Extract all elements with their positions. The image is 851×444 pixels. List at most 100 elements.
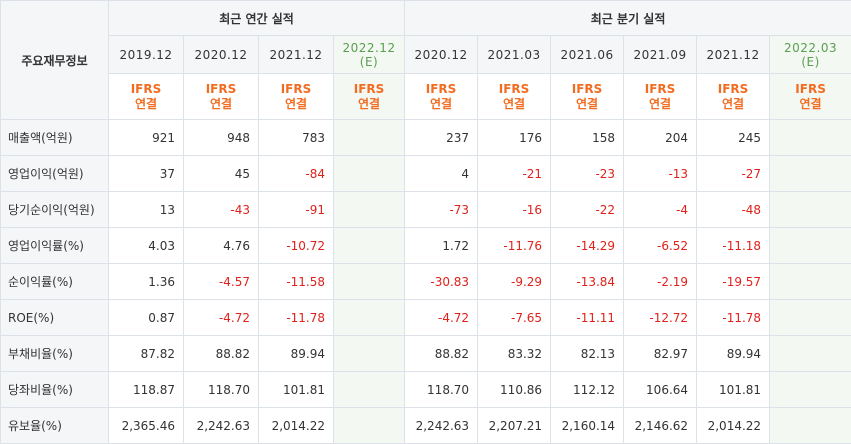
ifrs-text: IFRS xyxy=(280,81,312,96)
period-label: 2021.12 xyxy=(706,47,760,62)
value-cell: 1.72 xyxy=(404,227,479,264)
value-cell: 2,160.14 xyxy=(550,407,625,444)
value-cell: 2,146.62 xyxy=(623,407,698,444)
value-cell: 2,207.21 xyxy=(477,407,552,444)
ifrs-basis-label: IFRS 연결 xyxy=(332,73,406,120)
value-cell: -4.72 xyxy=(404,299,479,336)
value-cell xyxy=(332,119,406,156)
value-cell: -4.57 xyxy=(183,263,259,300)
value-cell xyxy=(769,335,851,372)
value-cell: 112.12 xyxy=(550,371,625,408)
metric-label: 유보율(%) xyxy=(0,407,109,444)
consolidated-text: 연결 xyxy=(209,96,233,111)
value-cell xyxy=(769,371,851,408)
value-cell: 89.94 xyxy=(696,335,771,372)
value-cell: -22 xyxy=(550,191,625,228)
value-cell xyxy=(332,263,406,300)
value-cell: -11.78 xyxy=(258,299,334,336)
value-cell xyxy=(332,335,406,372)
value-cell: -23 xyxy=(550,155,625,192)
table-row: 당기순이익(억원) 13 -43 -91 -73 -16 -22 -4 -48 xyxy=(0,191,851,228)
value-cell: -91 xyxy=(258,191,334,228)
metric-label: 매출액(억원) xyxy=(0,119,109,156)
value-cell: 88.82 xyxy=(404,335,479,372)
table-row: 당좌비율(%) 118.87 118.70 101.81 118.70 110.86 112… xyxy=(0,371,851,408)
value-cell: -9.29 xyxy=(477,263,552,300)
ifrs-basis-label: IFRS 연결 xyxy=(404,73,479,120)
period-header: 2022.03 (E) xyxy=(769,35,851,74)
value-cell: 0.87 xyxy=(108,299,184,336)
metric-label: 부채비율(%) xyxy=(0,335,109,372)
value-cell: 783 xyxy=(258,119,334,156)
value-cell: -48 xyxy=(696,191,771,228)
ifrs-basis-label: IFRS 연결 xyxy=(623,73,698,120)
value-cell: -30.83 xyxy=(404,263,479,300)
ifrs-text: IFRS xyxy=(644,81,676,96)
value-cell: 921 xyxy=(108,119,184,156)
table-row: 유보율(%) 2,365.46 2,242.63 2,014.22 2,242.63 2,… xyxy=(0,407,851,444)
ifrs-basis-label: IFRS 연결 xyxy=(183,73,259,120)
ifrs-text: IFRS xyxy=(717,81,749,96)
value-cell: 2,242.63 xyxy=(183,407,259,444)
value-cell xyxy=(332,155,406,192)
value-cell: -4 xyxy=(623,191,698,228)
metric-label: 당좌비율(%) xyxy=(0,371,109,408)
value-cell: 2,365.46 xyxy=(108,407,184,444)
value-cell xyxy=(332,227,406,264)
ifrs-text: IFRS xyxy=(130,81,162,96)
ifrs-text: IFRS xyxy=(205,81,237,96)
ifrs-basis-label: IFRS 연결 xyxy=(696,73,771,120)
value-cell xyxy=(769,191,851,228)
value-cell: 110.86 xyxy=(477,371,552,408)
period-header: 2021.09 xyxy=(623,35,698,74)
value-cell: -13 xyxy=(623,155,698,192)
consolidated-text: 연결 xyxy=(503,96,526,111)
value-cell xyxy=(769,299,851,336)
value-cell: -43 xyxy=(183,191,259,228)
period-header: 2021.03 xyxy=(477,35,552,74)
value-cell: -73 xyxy=(404,191,479,228)
ifrs-basis-label: IFRS 연결 xyxy=(769,73,851,120)
value-cell xyxy=(769,407,851,444)
value-cell: 948 xyxy=(183,119,259,156)
value-cell: 4.76 xyxy=(183,227,259,264)
consolidated-text: 연결 xyxy=(134,96,158,111)
value-cell: 2,014.22 xyxy=(696,407,771,444)
value-cell xyxy=(332,407,406,444)
value-cell xyxy=(769,227,851,264)
value-cell xyxy=(769,155,851,192)
consolidated-text: 연결 xyxy=(357,96,381,111)
ifrs-text: IFRS xyxy=(425,81,457,96)
value-cell: -84 xyxy=(258,155,334,192)
value-cell: -2.19 xyxy=(623,263,698,300)
value-cell xyxy=(332,371,406,408)
period-header: 2019.12 xyxy=(108,35,184,74)
value-cell: 158 xyxy=(550,119,625,156)
value-cell: 13 xyxy=(108,191,184,228)
value-cell: 237 xyxy=(404,119,479,156)
value-cell: -11.58 xyxy=(258,263,334,300)
period-header: 2021.12 xyxy=(696,35,771,74)
table-row: 영업이익(억원) 37 45 -84 4 -21 -23 -13 -27 xyxy=(0,155,851,192)
value-cell xyxy=(332,299,406,336)
period-label: 2020.12 xyxy=(414,47,468,62)
period-label: 2019.12 xyxy=(119,47,173,62)
consolidated-text: 연결 xyxy=(284,96,308,111)
period-label: 2022.03 xyxy=(784,40,838,55)
value-cell: -10.72 xyxy=(258,227,334,264)
value-cell: 2,014.22 xyxy=(258,407,334,444)
value-cell: 4 xyxy=(404,155,479,192)
value-cell xyxy=(769,119,851,156)
value-cell: -12.72 xyxy=(623,299,698,336)
value-cell: -11.76 xyxy=(477,227,552,264)
group-annual-header: 최근 연간 실적 xyxy=(107,0,406,36)
estimate-marker: (E) xyxy=(359,54,379,69)
value-cell: 101.81 xyxy=(258,371,334,408)
period-label: 2021.12 xyxy=(269,47,323,62)
period-header: 2021.12 xyxy=(258,35,334,74)
value-cell: 4.03 xyxy=(108,227,184,264)
metric-label: 당기순이익(억원) xyxy=(0,191,109,228)
value-cell: 1.36 xyxy=(108,263,184,300)
value-cell: -7.65 xyxy=(477,299,552,336)
